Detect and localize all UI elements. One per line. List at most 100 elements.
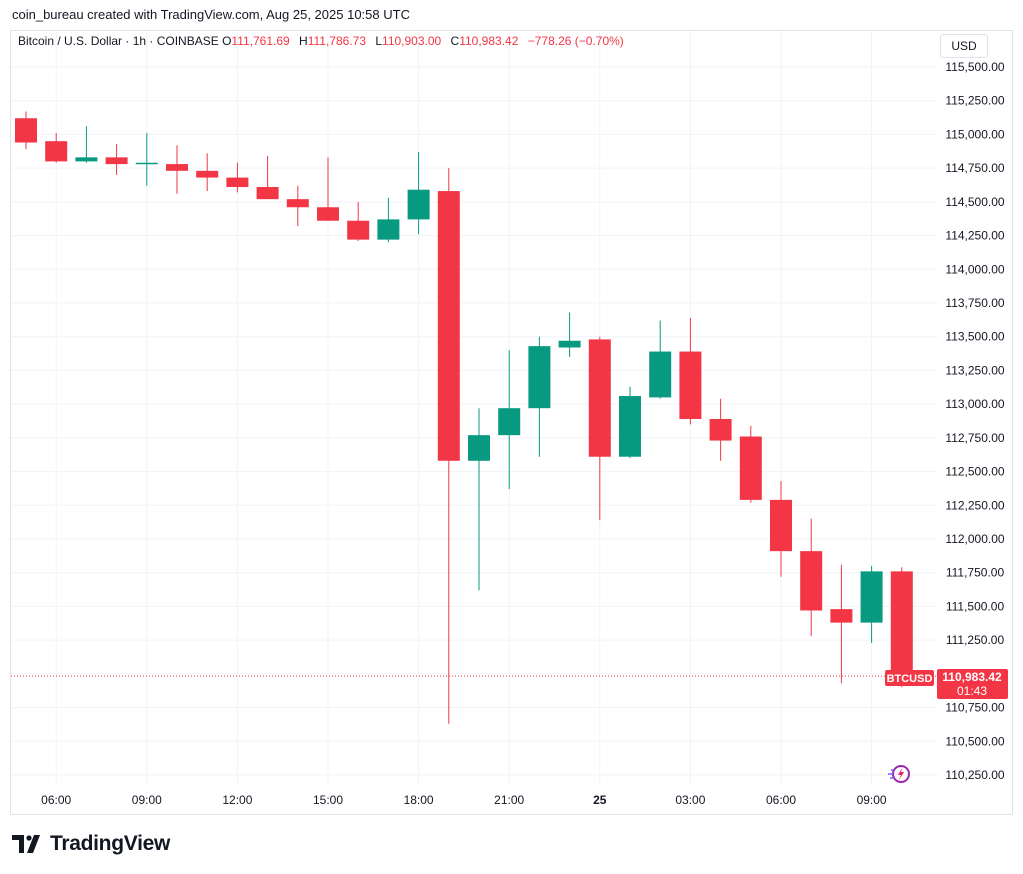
down-candle <box>830 564 853 684</box>
candle-body <box>347 220 370 240</box>
high-label: H <box>299 34 308 48</box>
candle-body <box>800 551 823 611</box>
last-price-tag: BTCUSD 110,983.42 01:43 <box>885 669 1008 699</box>
up-candle <box>377 197 400 243</box>
time-tick-label: 25 <box>593 793 607 807</box>
time-tick-label: 09:00 <box>857 793 887 807</box>
down-candle <box>105 143 128 175</box>
candle-body <box>75 157 98 162</box>
price-tick-label: 115,000.00 <box>945 127 1004 141</box>
open-label: O <box>222 34 232 48</box>
candle-body <box>45 141 68 162</box>
up-candle <box>468 408 490 591</box>
price-tick-label: 113,000.00 <box>945 397 1004 411</box>
close-label: C <box>450 34 460 48</box>
up-candle <box>649 320 672 399</box>
price-tick-label: 112,000.00 <box>945 532 1004 546</box>
candle-body <box>135 162 158 165</box>
time-tick-label: 03:00 <box>675 793 705 807</box>
candle-body <box>709 418 732 441</box>
tradingview-logo-icon <box>12 835 40 853</box>
time-axis[interactable]: 06:00 09:00 12:00 15:00 18:00 21:00 25 03:00 06:… <box>41 793 887 807</box>
currency-button[interactable]: USD <box>940 34 988 58</box>
low-label: L <box>375 34 383 48</box>
price-tick-label: 112,500.00 <box>945 465 1004 479</box>
tradingview-brand[interactable]: TradingView <box>12 832 170 856</box>
magic-timeline-icon[interactable] <box>886 762 914 791</box>
bar-countdown: 01:43 <box>957 684 987 698</box>
candle-body <box>15 118 37 143</box>
down-candle <box>679 317 702 425</box>
up-candle <box>407 151 430 235</box>
down-candle <box>226 162 249 193</box>
price-axis[interactable]: 110,250.00110,500.00110,750.00111,000.00… <box>945 60 1004 782</box>
down-candle <box>437 168 460 724</box>
down-candle <box>770 481 792 577</box>
price-tick-label: 114,000.00 <box>945 262 1004 276</box>
price-tag-bg <box>937 669 1008 699</box>
price-tick-label: 113,750.00 <box>945 296 1004 310</box>
candle-body <box>437 191 460 461</box>
price-tick-label: 113,250.00 <box>945 363 1004 377</box>
price-tag-value: 110,983.42 <box>942 670 1002 684</box>
price-tick-label: 110,250.00 <box>945 768 1004 782</box>
down-candle <box>709 398 732 461</box>
price-tick-label: 110,500.00 <box>945 734 1004 748</box>
price-tick-label: 111,750.00 <box>946 566 1005 580</box>
candle-body <box>649 351 672 398</box>
price-tick-label: 115,500.00 <box>945 60 1004 74</box>
down-candle <box>15 111 37 150</box>
down-candle <box>256 156 279 200</box>
candle-body <box>468 435 490 461</box>
price-tick-label: 114,250.00 <box>945 229 1004 243</box>
ticker-tag-bg <box>885 670 934 686</box>
down-candle <box>347 201 370 241</box>
price-tick-label: 114,500.00 <box>945 195 1004 209</box>
down-candle <box>739 425 762 503</box>
down-candle <box>196 153 219 192</box>
close-value: 110,983.42 <box>459 34 519 48</box>
price-tick-label: 111,500.00 <box>946 599 1005 613</box>
down-candle <box>286 185 309 227</box>
up-candle <box>528 336 551 457</box>
grid-lines <box>11 31 938 784</box>
candle-body <box>588 339 611 457</box>
time-tick-label: 09:00 <box>132 793 162 807</box>
candle-body <box>226 177 249 188</box>
candle-body <box>256 187 279 200</box>
candle-body <box>770 499 792 552</box>
candle-body <box>317 207 339 221</box>
candle-body <box>377 219 400 240</box>
down-candle <box>800 518 823 637</box>
price-tick-label: 113,500.00 <box>945 330 1004 344</box>
time-tick-label: 12:00 <box>222 793 252 807</box>
up-candle <box>135 133 158 186</box>
down-candle <box>45 133 68 163</box>
symbol-description: Bitcoin / U.S. Dollar · 1h · COINBASE <box>18 34 219 48</box>
candle-series <box>15 111 913 724</box>
down-candle <box>588 336 611 521</box>
down-candle <box>317 157 339 221</box>
time-tick-label: 21:00 <box>494 793 524 807</box>
low-value: 110,903.00 <box>382 34 442 48</box>
time-tick-label: 15:00 <box>313 793 343 807</box>
price-tick-label: 115,250.00 <box>945 94 1004 108</box>
price-tick-label: 114,750.00 <box>945 161 1004 175</box>
up-candle <box>498 350 521 490</box>
candle-body <box>528 346 551 409</box>
price-tick-label: 112,250.00 <box>945 498 1004 512</box>
candle-body <box>166 164 188 171</box>
candle-body <box>860 571 883 623</box>
down-candle <box>166 145 188 194</box>
time-tick-label: 06:00 <box>766 793 796 807</box>
candle-body <box>407 189 430 220</box>
candle-body <box>286 199 309 208</box>
candle-body <box>739 436 762 500</box>
candle-body <box>679 351 702 419</box>
change-value: −778.26 (−0.70%) <box>527 34 624 48</box>
candle-body <box>196 170 219 178</box>
candle-body <box>619 396 641 457</box>
time-tick-label: 06:00 <box>41 793 71 807</box>
chart-pane[interactable] <box>10 30 1013 815</box>
